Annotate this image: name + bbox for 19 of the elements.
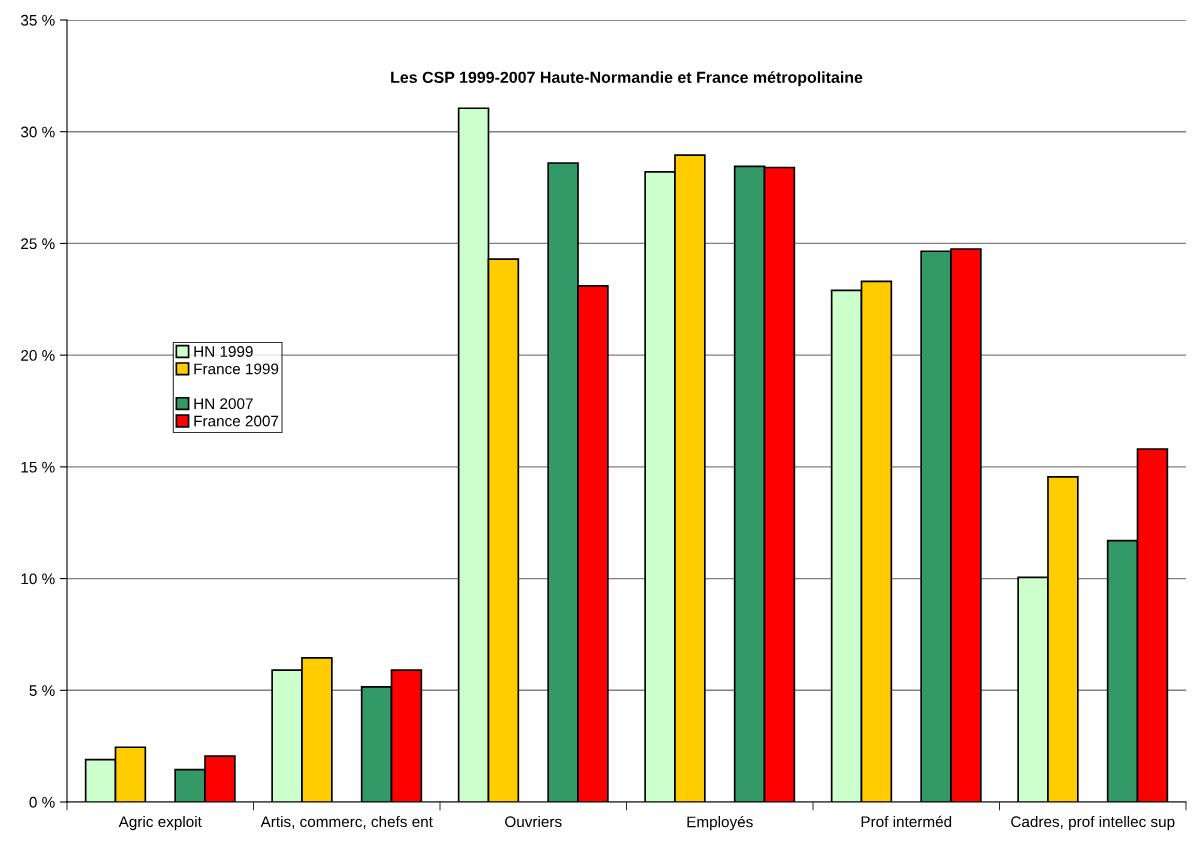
legend-label: France 2007: [194, 415, 279, 427]
y-tick-label: 30 %: [20, 126, 55, 138]
y-tick-label: 35 %: [20, 14, 55, 26]
y-tick-label: 10 %: [21, 573, 55, 585]
legend-label: HN 1999: [194, 346, 253, 357]
y-tick-label: 15 %: [21, 461, 55, 473]
y-tick-label: 20 %: [21, 350, 55, 361]
y-tick-label: 5 %: [29, 685, 55, 696]
legend-label: HN 2007: [194, 398, 253, 410]
text: Les CSP 1999-2007 Haute-Normandie et France métropolitaine: [391, 71, 863, 87]
x-tick-label: Agric exploit: [118, 815, 202, 831]
legend-label: France 1999: [194, 363, 279, 375]
x-tick-label: Ouvriers: [505, 815, 562, 828]
y-tick-label: 25 %: [21, 238, 55, 250]
x-tick-label: Artis, commerc, chefs ent: [260, 815, 433, 829]
x-tick-label: Employés: [687, 815, 753, 831]
x-tick-label: Prof interméd: [861, 815, 952, 828]
y-tick-label: 0 %: [29, 796, 55, 808]
x-tick-label: Cadres, prof intellec sup: [1011, 815, 1175, 831]
